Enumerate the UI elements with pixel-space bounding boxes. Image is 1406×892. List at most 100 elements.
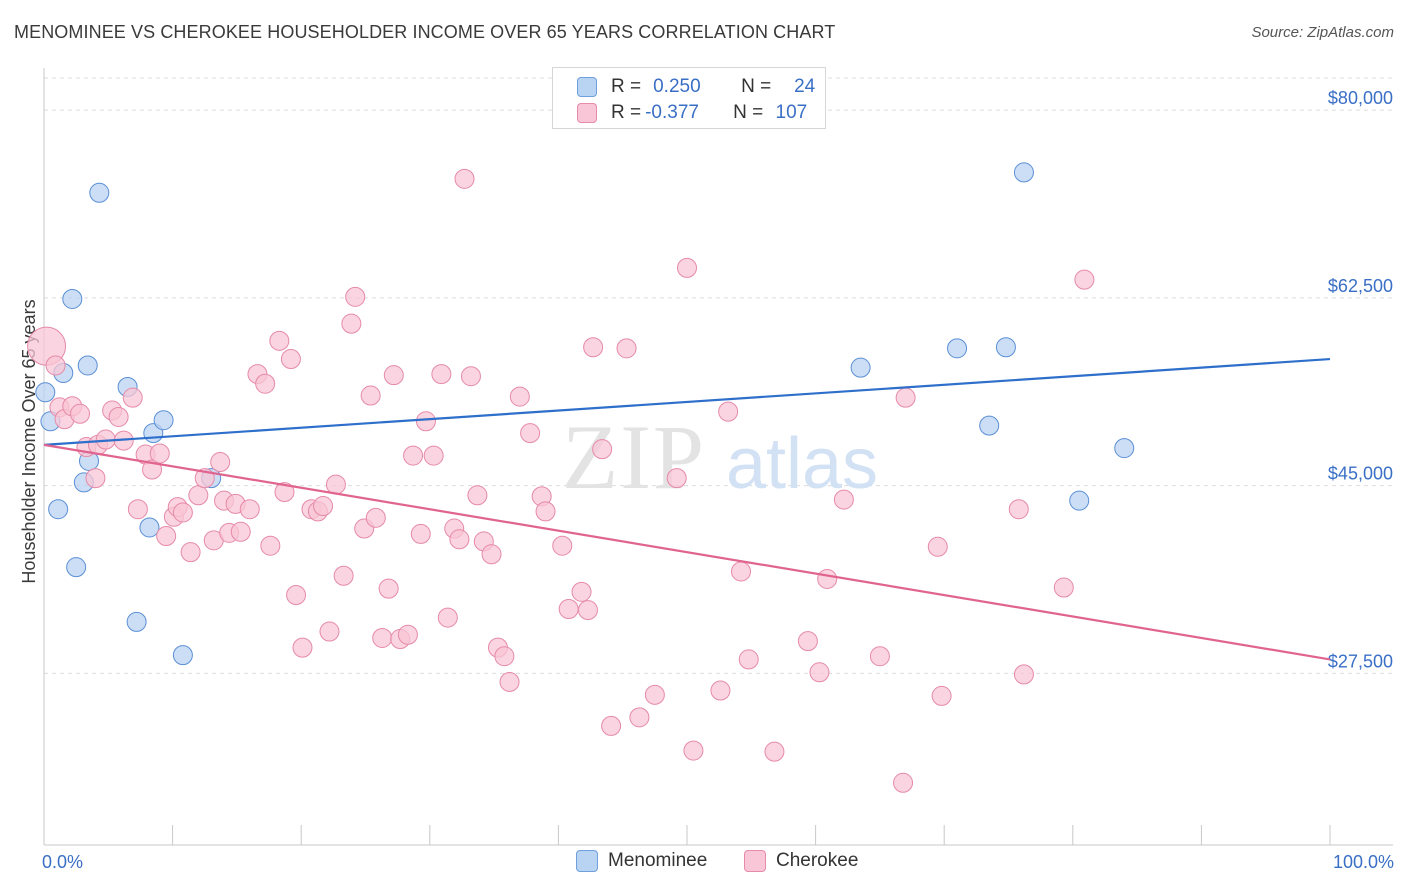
point-menominee: [139, 517, 160, 538]
r-label: R =: [611, 76, 642, 97]
point-cherokee: [494, 646, 515, 667]
stats-legend: R = 0.250 N = 24 R = -0.377 N = 107: [552, 67, 826, 129]
point-cherokee: [127, 499, 148, 520]
point-cherokee: [372, 627, 393, 648]
point-cherokee: [1008, 499, 1029, 520]
point-cherokee: [710, 680, 731, 701]
point-cherokee: [893, 772, 914, 793]
point-cherokee: [520, 423, 541, 444]
point-cherokee: [255, 373, 276, 394]
point-menominee: [1013, 162, 1034, 183]
point-cherokee: [122, 387, 143, 408]
point-cherokee: [188, 485, 209, 506]
legend-label-menominee: Menominee: [608, 850, 708, 871]
point-cherokee: [592, 439, 613, 460]
point-cherokee: [764, 741, 785, 762]
point-cherokee: [313, 496, 334, 517]
r-label: R =: [611, 102, 642, 123]
trend-line-menominee: [43, 357, 1331, 446]
legend-swatch-menominee: [576, 850, 598, 872]
point-cherokee: [397, 624, 418, 645]
y-tick-label: $80,000: [1328, 88, 1393, 108]
point-menominee: [48, 499, 69, 520]
point-cherokee: [738, 649, 759, 670]
point-cherokee: [180, 542, 201, 563]
n-label: N =: [741, 76, 772, 97]
point-menominee: [947, 338, 968, 359]
point-menominee: [66, 557, 87, 578]
stats-swatch-menominee: [577, 77, 597, 97]
point-cherokee: [365, 507, 386, 528]
point-cherokee: [577, 600, 598, 621]
point-cherokee: [383, 365, 404, 386]
point-cherokee: [571, 581, 592, 602]
point-cherokee: [449, 529, 470, 550]
point-cherokee: [286, 585, 307, 606]
legend-swatch-cherokee: [744, 850, 766, 872]
point-cherokee: [274, 482, 295, 503]
point-cherokee: [797, 631, 818, 652]
point-cherokee: [70, 403, 91, 424]
point-cherokee: [683, 740, 704, 761]
point-cherokee: [260, 535, 281, 556]
point-cherokee: [616, 338, 637, 359]
point-cherokee: [809, 662, 830, 683]
point-cherokee: [499, 671, 520, 692]
point-cherokee: [558, 599, 579, 619]
point-cherokee: [415, 411, 436, 432]
point-cherokee: [1074, 269, 1095, 290]
chart-title: MENOMINEE VS CHEROKEE HOUSEHOLDER INCOME…: [14, 22, 836, 42]
point-cherokee: [552, 535, 573, 556]
n-value: 107: [775, 102, 808, 123]
point-menominee: [850, 357, 871, 378]
x-tick-label-max: 100.0%: [1332, 852, 1394, 872]
point-cherokee: [895, 387, 916, 408]
point-menominee: [1069, 490, 1090, 511]
point-menominee: [77, 355, 98, 376]
point-cherokee: [583, 337, 604, 358]
legend-item-menominee: Menominee: [576, 850, 707, 872]
point-menominee: [126, 611, 147, 632]
point-menominee: [153, 410, 174, 431]
point-cherokee: [931, 685, 952, 706]
point-cherokee: [437, 607, 458, 628]
point-cherokee: [731, 561, 752, 582]
point-cherokee: [431, 364, 452, 385]
point-cherokee: [454, 168, 475, 189]
point-cherokee: [345, 286, 366, 307]
point-cherokee: [403, 445, 424, 466]
point-cherokee: [156, 526, 177, 547]
point-cherokee: [319, 621, 340, 642]
point-cherokee: [460, 366, 481, 387]
y-tick-label: $45,000: [1328, 464, 1393, 484]
point-cherokee: [280, 349, 301, 370]
y-tick-label: $27,500: [1328, 651, 1393, 671]
point-cherokee: [269, 330, 290, 351]
y-axis-title: Householder Income Over 65 years: [19, 299, 39, 583]
point-cherokee: [230, 521, 251, 542]
point-cherokee: [333, 565, 354, 586]
point-menominee: [62, 288, 83, 309]
n-label: N =: [733, 102, 764, 123]
point-cherokee: [677, 257, 697, 278]
point-cherokee: [644, 684, 665, 705]
point-cherokee: [1053, 577, 1074, 598]
point-cherokee: [535, 501, 556, 522]
point-cherokee: [149, 443, 170, 464]
stats-row-cherokee: R = -0.377 N = 107: [577, 100, 807, 126]
point-cherokee: [325, 474, 346, 495]
point-cherokee: [239, 499, 260, 520]
point-cherokee: [869, 646, 890, 667]
point-cherokee: [85, 468, 106, 489]
point-cherokee: [410, 523, 431, 544]
point-menominee: [89, 182, 110, 203]
r-value: -0.377: [645, 102, 699, 123]
point-menominee: [1114, 438, 1135, 459]
stats-row-menominee: R = 0.250 N = 24: [577, 74, 815, 100]
legend-label-cherokee: Cherokee: [776, 850, 859, 871]
point-cherokee: [509, 386, 530, 407]
point-cherokee: [341, 313, 362, 334]
source-label: Source: ZipAtlas.com: [1251, 24, 1394, 41]
point-cherokee: [467, 485, 488, 506]
